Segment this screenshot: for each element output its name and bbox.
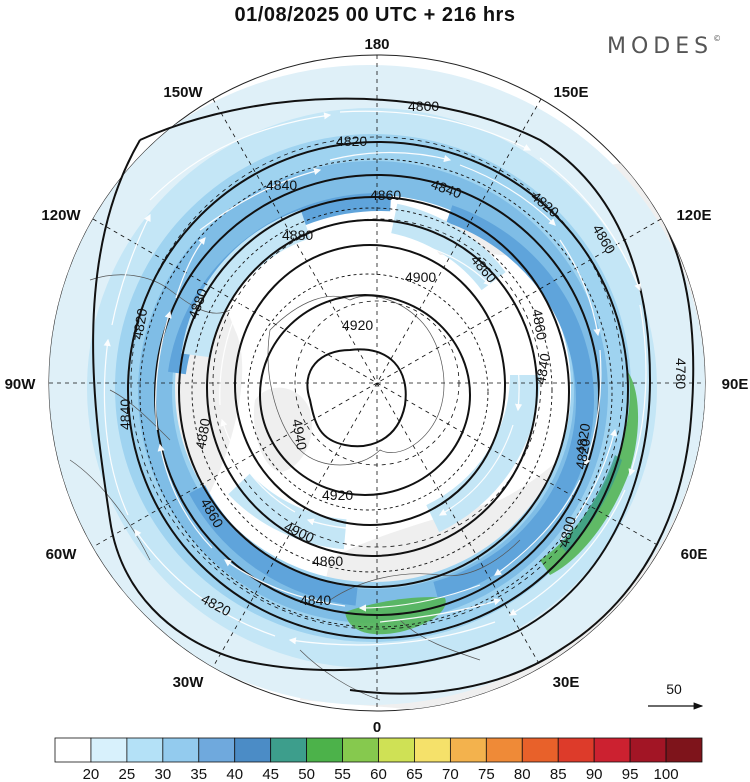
lon-label-60e: 60E (681, 546, 708, 563)
colorbar-label: 60 (370, 766, 387, 782)
colorbar-cell (306, 737, 343, 763)
contour-label: 4820 (572, 437, 593, 471)
contour-label: 4840 (300, 592, 331, 608)
colorbar-cell (162, 737, 200, 763)
contour-label: 4840 (266, 177, 297, 193)
contour-4840 (154, 174, 600, 616)
colorbar-cell (414, 737, 451, 763)
colorbar-label: 90 (586, 766, 603, 782)
lon-label-120e: 120E (676, 207, 711, 224)
colorbar-labels: 20 25 30 35 40 45 50 55 60 65 70 75 80 85 90 95 100 (83, 766, 679, 782)
jet-core-asia (540, 372, 639, 575)
lon-label-120w: 120W (41, 207, 81, 224)
colorbar-cell (54, 737, 92, 763)
logo-copyright-mark: © (713, 34, 722, 43)
wind-band-inner-25 (180, 200, 540, 550)
colorbar-label: 95 (622, 766, 639, 782)
jet-core-europe (345, 597, 446, 635)
lon-label-90e: 90E (722, 376, 749, 393)
contour-4780 (349, 159, 695, 695)
wind-streamlines (103, 110, 647, 646)
contour-label: 4820 (572, 422, 593, 456)
reference-vector: 50 (648, 681, 704, 710)
wind-band-40 (166, 193, 594, 607)
colorbar-label: 75 (478, 766, 495, 782)
lon-label-60w: 60W (46, 546, 78, 563)
contour-label: 4920 (342, 317, 373, 333)
colorbar-cell (90, 737, 128, 763)
colorbar-label: 30 (154, 766, 171, 782)
colorbar-label: 85 (550, 766, 567, 782)
colorbar-label: 65 (406, 766, 423, 782)
colorbar-cell (521, 737, 559, 763)
colorbar-label: 25 (119, 766, 136, 782)
coastline-arctic (267, 295, 445, 466)
land-greenland (253, 387, 312, 472)
modes-logo: MODES© (607, 34, 721, 59)
colorbar-cell (629, 737, 667, 763)
contour-4920 (259, 294, 471, 496)
contour-label: 4940 (289, 418, 310, 452)
colorbar-cell (342, 737, 379, 763)
contour-4860 (178, 196, 570, 588)
reference-vector-label: 50 (666, 681, 682, 697)
contour-4820 (127, 141, 629, 639)
colorbar-cell (665, 737, 703, 763)
contour-label: 4880 (282, 227, 313, 243)
contour-label: 4920 (322, 487, 353, 503)
contour-label: 4880 (192, 417, 213, 451)
colorbar-cell (449, 737, 487, 763)
map-title: 01/08/2025 00 UTC + 216 hrs (234, 4, 516, 26)
logo-text: MODES (607, 34, 714, 59)
contour-4800 (92, 97, 652, 671)
colorbar-label: 50 (298, 766, 315, 782)
contour-label: 4840 (532, 352, 553, 386)
contour-label: 4860 (529, 308, 550, 342)
contour-4940 (306, 348, 407, 448)
colorbar-label: 45 (262, 766, 279, 782)
colorbar-cell (557, 737, 595, 763)
longitude-labels: 180 150E 120E 90E 60E 30E 0 30W 60W 90W … (5, 36, 749, 736)
contour-label: 4800 (555, 514, 579, 548)
lon-label-30w: 30W (173, 674, 205, 691)
contour-label: 4780 (673, 358, 689, 389)
colorbar-cells (54, 737, 703, 763)
contour-4900 (234, 244, 506, 526)
lon-label-150e: 150E (553, 84, 588, 101)
colorbar-label: 55 (334, 766, 351, 782)
lon-label-180: 180 (364, 36, 389, 53)
contour-label: 4820 (129, 307, 150, 341)
contour-4880 (206, 219, 538, 557)
lon-label-0: 0 (373, 719, 381, 736)
coastline-america (69, 274, 231, 561)
colorbar-label: 20 (83, 766, 100, 782)
colorbar-cell (485, 737, 523, 763)
colorbar-cell (126, 737, 164, 763)
contour-label: 4860 (370, 187, 401, 203)
colorbar-cell (198, 737, 236, 763)
contour-label: 4900 (405, 269, 436, 285)
contour-label: 4820 (336, 133, 367, 149)
secondary-contours (139, 158, 613, 628)
colorbar-cell (593, 737, 631, 763)
colorbar-label: 40 (226, 766, 243, 782)
lon-label-150w: 150W (163, 84, 203, 101)
colorbar-label: 35 (190, 766, 207, 782)
contour-label: 4800 (408, 98, 439, 114)
colorbar-label: 70 (442, 766, 459, 782)
colorbar-cell (378, 737, 415, 763)
colorbar-cell (270, 737, 308, 763)
height-contours (92, 97, 695, 695)
lon-label-90w: 90W (5, 376, 37, 393)
colorbar-cell (234, 737, 272, 763)
lon-label-30e: 30E (553, 674, 580, 691)
contour-label: 4840 (117, 399, 133, 430)
contour-label: 4860 (312, 553, 343, 569)
graticule (49, 55, 705, 711)
colorbar-label: 80 (514, 766, 531, 782)
colorbar-label: 100 (654, 766, 679, 782)
